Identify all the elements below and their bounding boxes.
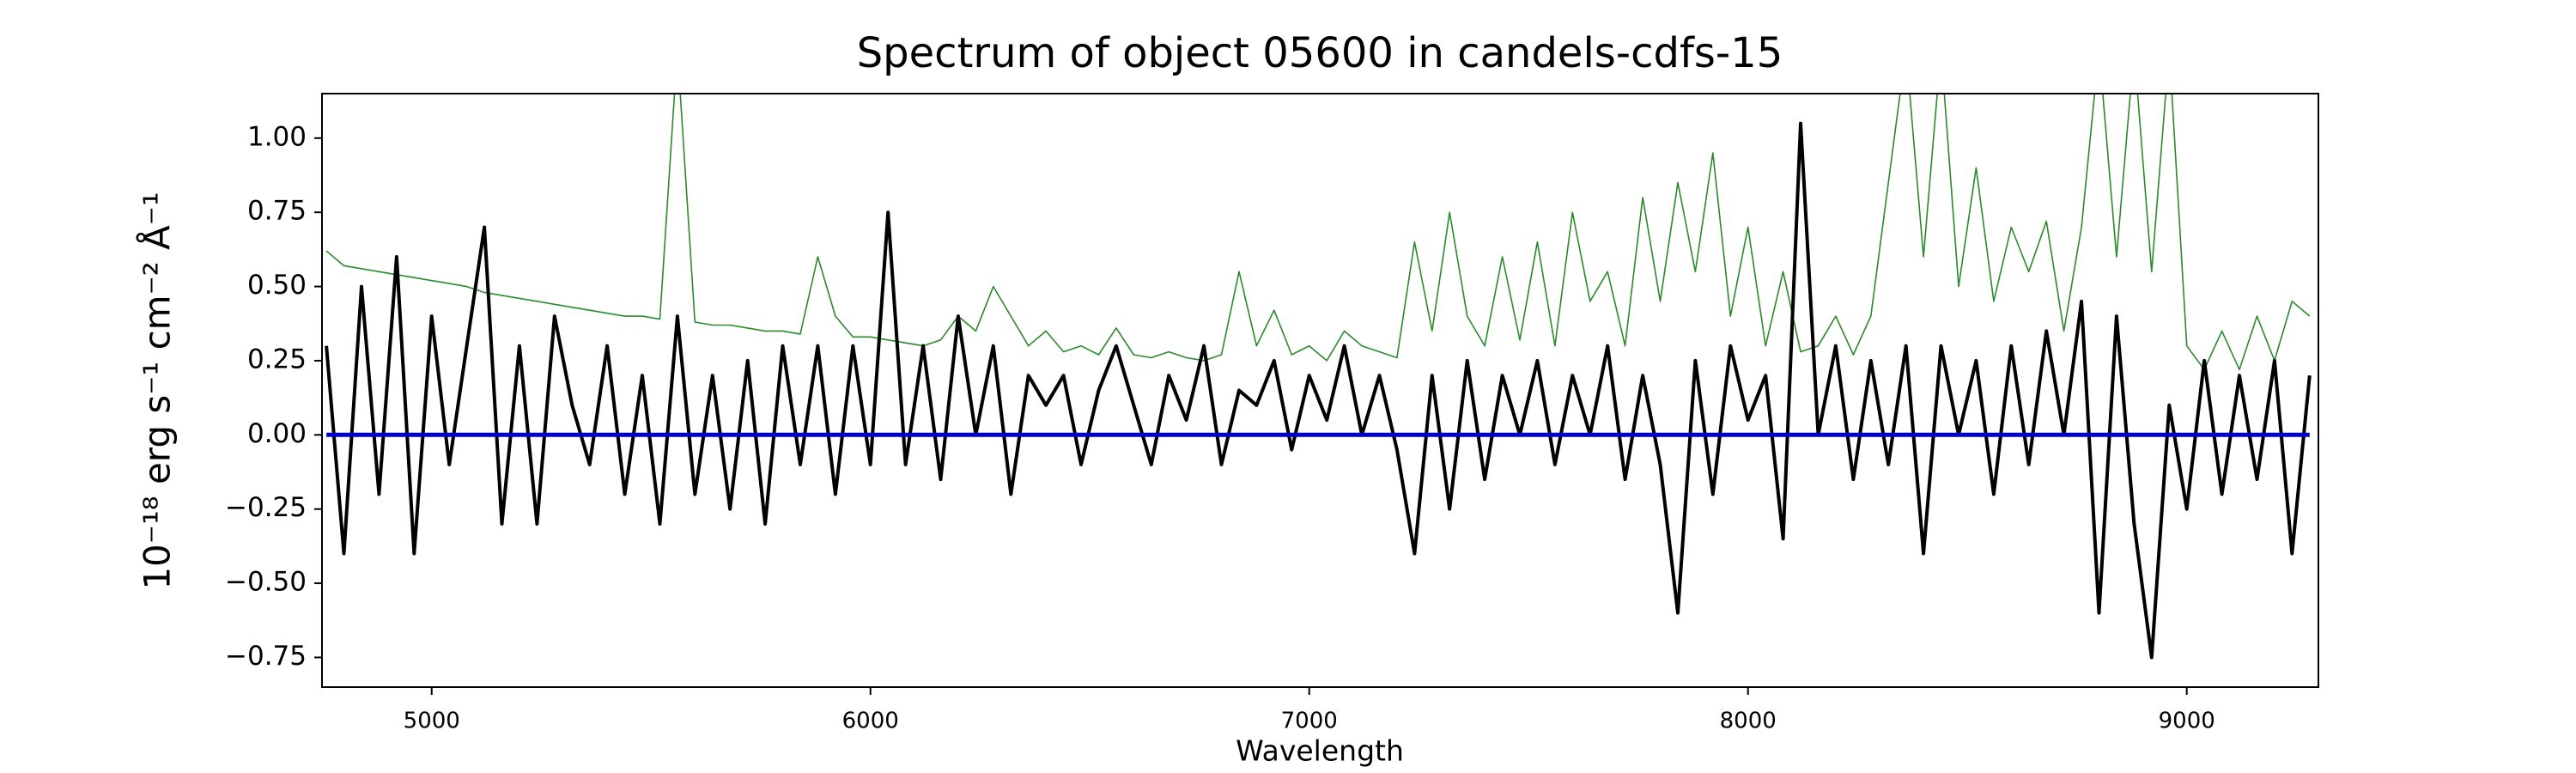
x-tick-label: 7000 [1281, 709, 1338, 734]
y-axis-label: 10⁻¹⁸ erg s⁻¹ cm⁻² Å⁻¹ [136, 192, 179, 589]
spectrum-line [325, 121, 2312, 660]
plot-frame [321, 93, 2319, 688]
y-tick-label: 0.50 [247, 270, 307, 301]
y-tick-label: 0.25 [247, 344, 307, 374]
y-tick-label: 0.00 [247, 418, 307, 449]
y-tick-label: 0.75 [247, 196, 307, 227]
chart-title: Spectrum of object 05600 in candels-cdfs… [857, 29, 1783, 77]
y-tick-label: −0.25 [225, 492, 307, 523]
x-tick-label: 5000 [404, 709, 460, 734]
spectrum-line [325, 94, 2311, 371]
y-tick-label: −0.75 [225, 641, 307, 672]
x-tick-label: 6000 [842, 709, 899, 734]
y-tick-label: −0.50 [225, 567, 307, 598]
x-tick-label: 9000 [2159, 709, 2215, 734]
x-axis-label: Wavelength [1236, 734, 1404, 768]
plot-lines [325, 94, 2312, 660]
x-tick-label: 8000 [1720, 709, 1777, 734]
y-tick-label: 1.00 [247, 121, 307, 152]
